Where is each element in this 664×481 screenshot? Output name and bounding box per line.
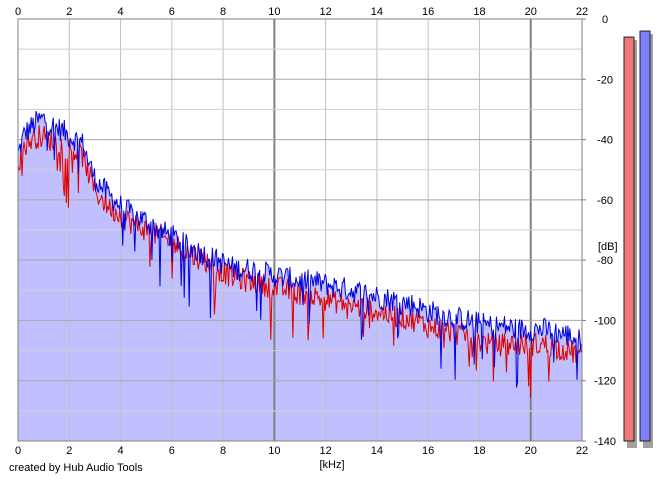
x-tick-label-top: 20 [525, 6, 537, 18]
x-tick-label-top: 8 [220, 6, 226, 18]
x-ticks-bottom: 0 2 4 6 8 10 12 14 16 18 20 22 [15, 445, 588, 457]
y-tick-label: -60 [597, 195, 613, 207]
x-tick-label-top: 22 [576, 6, 588, 18]
x-tick-label-bottom: 10 [268, 445, 280, 457]
x-tick-label-bottom: 16 [422, 445, 434, 457]
x-tick-label-top: 12 [320, 6, 332, 18]
y-tick-label: -140 [594, 436, 616, 448]
x-tick-label-bottom: 0 [15, 445, 21, 457]
x-axis-label: [kHz] [319, 459, 344, 471]
x-tick-label-top: 10 [268, 6, 280, 18]
x-tick-label-bottom: 6 [169, 445, 175, 457]
x-tick-label-bottom: 2 [66, 445, 72, 457]
credit-text: created by Hub Audio Tools [9, 462, 143, 474]
x-tick-label-bottom: 22 [576, 445, 588, 457]
x-tick-label-top: 14 [371, 6, 383, 18]
series-line-right [17, 125, 583, 398]
series-line-left [17, 110, 582, 388]
y-tick-label: -20 [597, 74, 613, 86]
x-tick-label-bottom: 12 [320, 445, 332, 457]
x-tick-label-top: 18 [473, 6, 485, 18]
x-ticks-top: 0 2 4 6 8 10 12 14 16 18 20 22 [15, 6, 588, 18]
y-axis-label: [dB] [598, 241, 618, 253]
x-tick-label-top: 4 [117, 6, 123, 18]
plot-border [17, 18, 583, 442]
y-tick-label: -120 [594, 376, 616, 388]
level-meter-right [639, 30, 651, 442]
level-meter-left [623, 36, 635, 442]
x-tick-label-bottom: 14 [371, 445, 383, 457]
spectrum-series [17, 110, 583, 398]
x-tick-label-top: 0 [15, 6, 21, 18]
x-tick-label-top: 2 [66, 6, 72, 18]
y-ticks-right: 0 -20 -40 -60 -80 -100 -120 -140 [582, 14, 616, 448]
y-tick-label: -40 [597, 135, 613, 147]
y-tick-label: 0 [602, 14, 608, 26]
y-tick-label: -80 [597, 255, 613, 267]
x-tick-label-top: 6 [169, 6, 175, 18]
y-tick-label: -100 [594, 315, 616, 327]
x-tick-label-bottom: 18 [473, 445, 485, 457]
x-tick-label-top: 16 [422, 6, 434, 18]
level-meters [623, 30, 653, 449]
x-tick-label-bottom: 8 [220, 445, 226, 457]
grid [17, 19, 583, 441]
x-tick-label-bottom: 20 [525, 445, 537, 457]
x-tick-label-bottom: 4 [117, 445, 123, 457]
